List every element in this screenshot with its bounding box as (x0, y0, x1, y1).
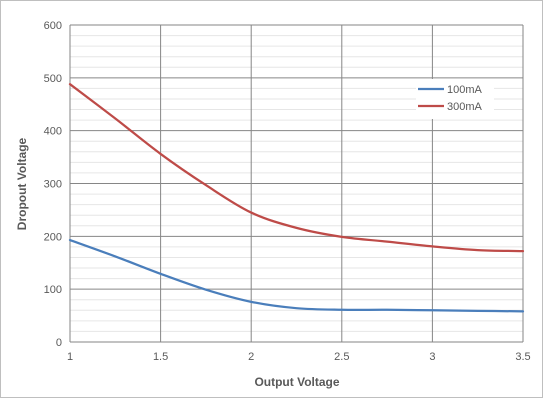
x-tick-label: 3 (429, 351, 435, 363)
major-gridlines (69, 24, 524, 343)
x-tick-labels: 1 1.5 2 2.5 3 3.5 (67, 351, 531, 363)
x-tick-label: 1 (67, 351, 73, 363)
y-tick-labels: 0 100 200 300 400 500 600 (44, 20, 62, 349)
legend-background (416, 79, 494, 119)
y-tick-label: 100 (44, 284, 62, 296)
y-tick-label: 300 (44, 179, 62, 191)
x-tick-label: 3.5 (515, 351, 530, 363)
legend-label: 300mA (447, 101, 483, 113)
y-tick-label: 200 (44, 231, 62, 243)
x-axis-title: Output Voltage (254, 375, 339, 389)
y-axis-title: Dropout Voltage (15, 137, 29, 230)
series-line-300ma (68, 83, 525, 253)
legend-label: 100mA (447, 84, 483, 96)
series-line-100ma (68, 238, 525, 313)
legend: 100mA 300mA (416, 79, 494, 119)
y-tick-label: 500 (44, 73, 62, 85)
y-tick-label: 600 (44, 20, 62, 32)
x-tick-label: 2 (248, 351, 254, 363)
series-layer (68, 83, 525, 313)
y-tick-label: 0 (56, 337, 62, 349)
y-tick-label: 400 (44, 126, 62, 138)
x-tick-label: 2.5 (334, 351, 349, 363)
x-tick-label: 1.5 (153, 351, 168, 363)
